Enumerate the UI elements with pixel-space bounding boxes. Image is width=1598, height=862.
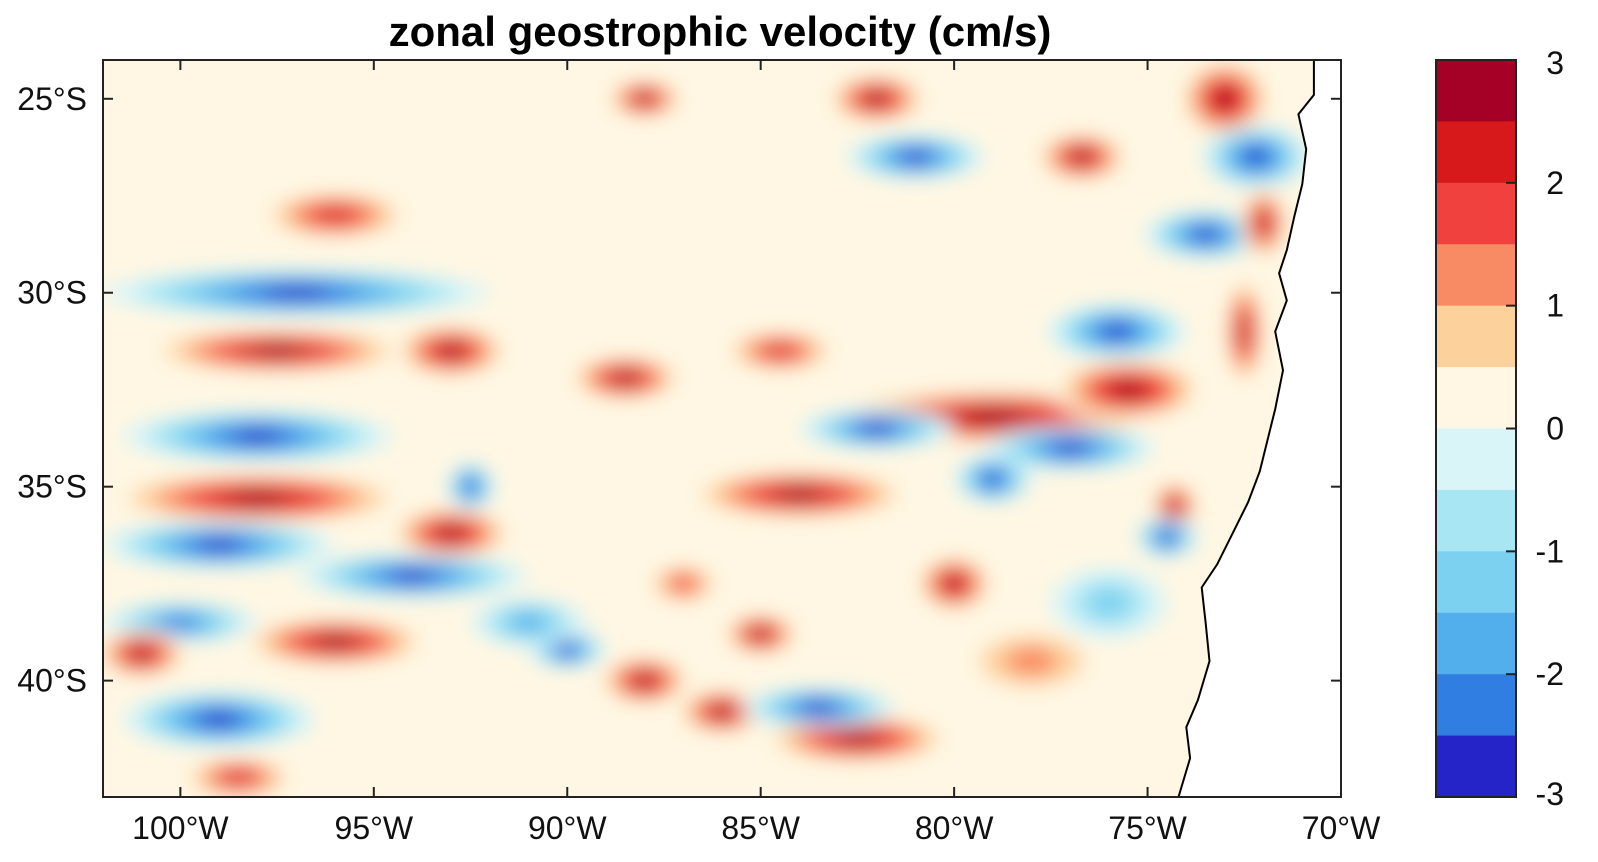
velocity-contour [133,646,150,661]
velocity-contour [1217,88,1233,109]
x-axis: 100°W 95°W 90°W 85°W 80°W 75°W 70°W [132,60,1381,846]
velocity-contour [638,92,652,106]
velocity-contour [1241,319,1248,344]
velocity-contour [673,575,693,592]
plot-area [102,59,1342,798]
x-tick-label: 70°W [1302,810,1381,846]
velocity-contour [841,731,874,747]
velocity-contour [440,525,462,541]
x-tick-label: 95°W [335,810,414,846]
colorbar-swatch [1436,735,1516,798]
velocity-contour [466,479,475,494]
velocity-contour [1259,213,1268,233]
colorbar-swatch [1436,367,1516,429]
velocity-contour [164,615,196,630]
velocity-contour [780,487,819,502]
velocity-contour [235,428,281,444]
x-tick-label: 85°W [721,810,800,846]
colorbar-tick-label: -2 [1536,656,1564,692]
velocity-contour [1195,227,1216,242]
velocity-contour [1074,149,1090,165]
velocity-field [103,60,1311,797]
velocity-contour [986,471,1000,487]
colorbar-tick-label: 2 [1546,165,1564,201]
velocity-contour [319,634,352,650]
colorbar-tick-label: 1 [1546,288,1564,324]
colorbar-tick-label: 3 [1546,45,1564,81]
velocity-contour [615,371,635,385]
y-tick-label: 40°S [17,663,87,699]
velocity-contour [1115,381,1142,399]
colorbar-tick-label: -1 [1536,533,1564,569]
velocity-contour [903,150,928,164]
velocity-contour [868,91,886,107]
velocity-contour [254,344,300,358]
colorbar-swatch [1436,305,1516,368]
velocity-contour [1005,646,1058,676]
velocity-contour [636,673,653,688]
velocity-contour [441,343,461,359]
colorbar-swatch [1436,244,1516,307]
y-tick-label: 35°S [17,469,87,505]
velocity-contour [1089,588,1129,618]
velocity-contour [947,575,961,592]
field-blobs [103,60,1311,797]
x-tick-label: 80°W [915,810,994,846]
colorbar-swatch [1436,428,1516,491]
velocity-contour [768,343,792,359]
velocity-contour [714,704,730,719]
velocity-contour [393,568,432,583]
y-tick-label: 30°S [17,275,87,311]
velocity-contour [863,421,890,436]
colorbar-swatch [1436,182,1516,245]
colorbar-swatch [1436,121,1516,184]
y-axis: 25°S 30°S 35°S 40°S [17,81,1341,699]
plot-frame [102,59,1342,798]
velocity-contour [264,285,329,300]
velocity-contour [319,207,351,224]
velocity-contour [202,711,236,728]
colorbar-swatch [1436,674,1516,737]
y-tick-label: 25°S [17,81,87,117]
x-tick-label: 75°W [1108,810,1187,846]
velocity-contour [1170,498,1179,514]
velocity-contour [754,627,768,641]
velocity-contour [1105,323,1129,340]
x-tick-label: 100°W [132,810,229,846]
colorbar-tick-label: -3 [1536,776,1564,812]
colorbar-swatch [1436,612,1516,675]
colorbar-swatch [1436,60,1516,122]
colorbar-swatch [1436,489,1516,552]
velocity-contour [560,643,574,656]
velocity-contour [199,537,239,553]
velocity-contour [1056,440,1085,455]
velocity-contour [226,770,251,785]
colorbar: 3 2 1 0 -1 -2 -3 [1435,45,1564,812]
velocity-contour [805,701,832,715]
velocity-contour [514,613,544,632]
x-tick-label: 90°W [528,810,607,846]
land-mask [1177,60,1341,797]
velocity-contour [231,490,284,506]
velocity-contour [1161,530,1173,544]
velocity-contour [1246,148,1265,166]
colorbar-swatch [1436,551,1516,614]
velocity-contour [963,408,1022,425]
coastline [1177,60,1341,797]
colorbar-tick-label: 0 [1546,411,1564,447]
chart-title: zonal geostrophic velocity (cm/s) [389,8,1052,55]
